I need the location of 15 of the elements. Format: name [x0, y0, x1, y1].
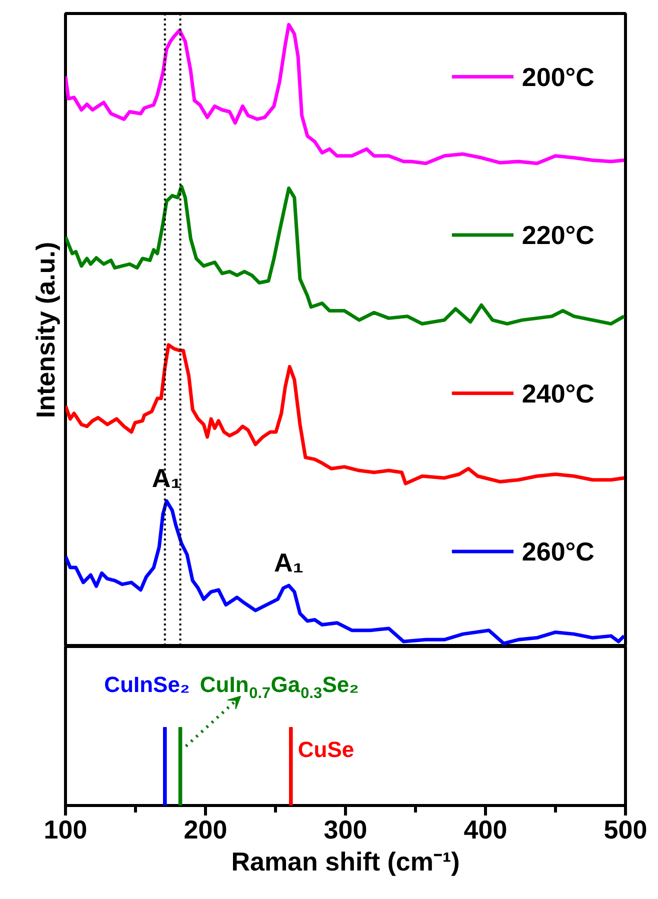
legend-label: 200°C	[522, 62, 595, 92]
x-tick-label: 300	[324, 814, 368, 844]
x-tick-label: 400	[464, 814, 508, 844]
x-axis-title: Raman shift (cm⁻¹)	[231, 846, 460, 876]
legend-label: 260°C	[522, 536, 595, 567]
x-tick-label: 500	[604, 814, 648, 844]
legend-label: 220°C	[522, 220, 595, 250]
x-tick-label: 200	[184, 814, 228, 844]
annotation: A₁	[274, 548, 304, 578]
legend-label: 240°C	[522, 378, 595, 408]
series-label: CuInSe₂	[104, 672, 190, 698]
annotation: A₁	[152, 462, 182, 493]
x-tick-label: 100	[44, 814, 88, 844]
series-label: CuSe	[298, 736, 354, 762]
y-axis-title: Intensity (a.u.)	[30, 242, 60, 418]
